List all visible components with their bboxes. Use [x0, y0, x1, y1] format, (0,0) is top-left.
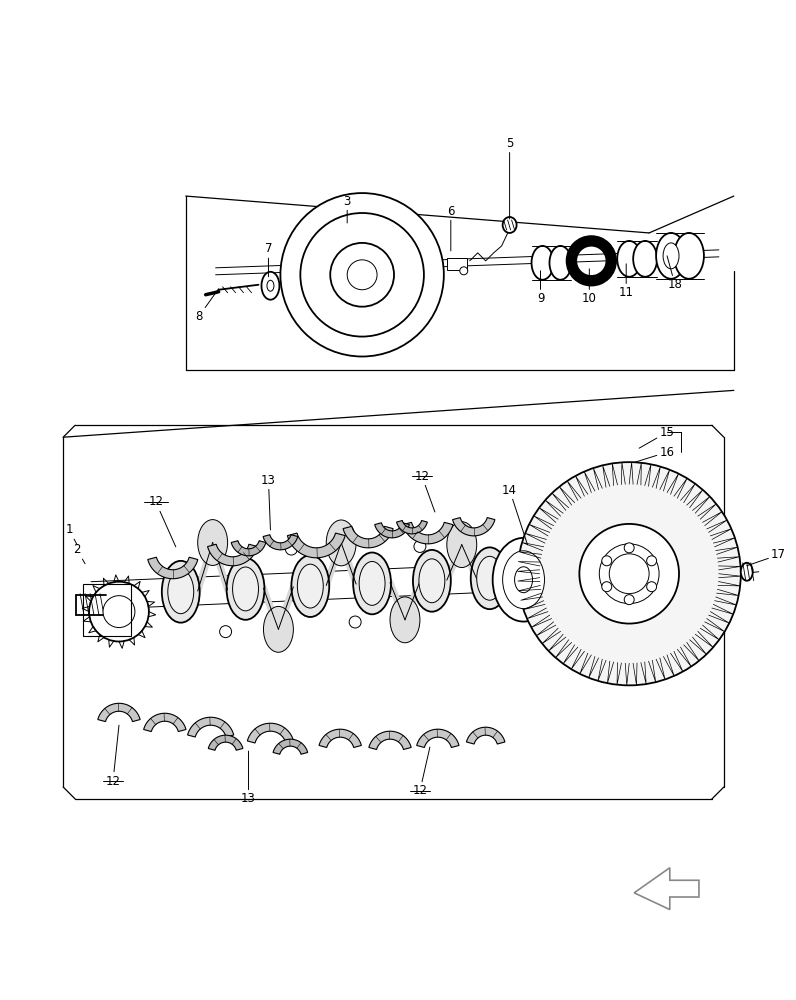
Circle shape [349, 616, 361, 628]
Bar [447, 258, 466, 270]
Circle shape [347, 260, 377, 290]
Circle shape [609, 554, 649, 594]
Text: 13: 13 [241, 751, 256, 805]
Circle shape [624, 595, 634, 605]
Circle shape [602, 582, 612, 592]
Text: 13: 13 [261, 474, 276, 530]
Ellipse shape [390, 597, 420, 643]
Text: 16: 16 [635, 446, 674, 462]
Circle shape [414, 540, 426, 552]
Ellipse shape [263, 606, 294, 652]
Polygon shape [248, 723, 294, 743]
Ellipse shape [353, 553, 391, 614]
Ellipse shape [291, 555, 330, 617]
Text: 3: 3 [344, 195, 351, 223]
Polygon shape [263, 535, 298, 550]
Ellipse shape [741, 563, 753, 581]
Circle shape [300, 213, 424, 337]
Polygon shape [209, 735, 243, 750]
Ellipse shape [633, 241, 657, 277]
Text: 17: 17 [747, 548, 786, 566]
Polygon shape [287, 533, 345, 558]
Text: 5: 5 [506, 137, 513, 219]
Circle shape [646, 582, 657, 592]
Circle shape [89, 582, 149, 642]
Polygon shape [143, 713, 186, 732]
Polygon shape [634, 868, 699, 910]
Ellipse shape [532, 246, 553, 280]
Polygon shape [98, 703, 140, 722]
Text: 2: 2 [73, 543, 85, 564]
Text: 12: 12 [106, 725, 120, 788]
Ellipse shape [227, 558, 264, 620]
Polygon shape [208, 544, 258, 566]
Polygon shape [396, 521, 427, 534]
Ellipse shape [413, 550, 451, 612]
Ellipse shape [419, 559, 445, 603]
Text: 12: 12 [412, 747, 430, 797]
Text: 1: 1 [65, 523, 77, 545]
Ellipse shape [168, 570, 193, 614]
Circle shape [624, 543, 634, 553]
Circle shape [602, 556, 612, 566]
Polygon shape [466, 727, 505, 744]
Ellipse shape [617, 241, 641, 277]
Text: 12: 12 [415, 470, 435, 512]
Ellipse shape [359, 561, 385, 605]
Wedge shape [567, 236, 616, 286]
Ellipse shape [663, 243, 679, 269]
Polygon shape [403, 522, 453, 544]
Polygon shape [188, 717, 234, 737]
Text: 11: 11 [618, 264, 634, 299]
Text: 10: 10 [582, 269, 597, 305]
Bar [83, 584, 131, 636]
Polygon shape [273, 739, 308, 754]
Polygon shape [375, 523, 409, 538]
Ellipse shape [477, 556, 502, 600]
Circle shape [599, 544, 659, 604]
Ellipse shape [460, 267, 468, 275]
Polygon shape [416, 729, 459, 748]
Text: 15: 15 [639, 426, 674, 448]
Ellipse shape [232, 567, 259, 611]
Ellipse shape [549, 246, 572, 280]
Polygon shape [453, 518, 495, 536]
Polygon shape [369, 731, 412, 750]
Polygon shape [148, 557, 198, 579]
Ellipse shape [656, 233, 686, 279]
Polygon shape [231, 541, 266, 556]
Ellipse shape [502, 217, 517, 233]
Text: 12: 12 [148, 495, 176, 547]
Circle shape [330, 243, 394, 307]
Ellipse shape [298, 564, 323, 608]
Polygon shape [343, 526, 393, 548]
Circle shape [280, 193, 444, 357]
Text: 8: 8 [195, 289, 219, 323]
Text: 14: 14 [502, 484, 528, 545]
Ellipse shape [326, 520, 356, 566]
Polygon shape [319, 729, 361, 748]
Ellipse shape [493, 538, 555, 622]
Circle shape [517, 462, 741, 685]
Ellipse shape [261, 272, 279, 300]
Ellipse shape [514, 567, 533, 593]
Circle shape [646, 556, 657, 566]
Text: 6: 6 [447, 205, 455, 251]
Text: 9: 9 [537, 271, 544, 305]
Circle shape [220, 626, 232, 638]
Circle shape [286, 543, 298, 555]
Ellipse shape [502, 551, 544, 609]
Ellipse shape [447, 522, 477, 568]
Ellipse shape [267, 280, 274, 291]
Ellipse shape [197, 520, 228, 565]
Ellipse shape [470, 547, 509, 609]
Text: 18: 18 [667, 256, 682, 291]
Circle shape [579, 524, 679, 624]
Ellipse shape [674, 233, 704, 279]
Circle shape [103, 596, 135, 628]
Ellipse shape [162, 561, 200, 623]
Text: 7: 7 [265, 242, 272, 277]
